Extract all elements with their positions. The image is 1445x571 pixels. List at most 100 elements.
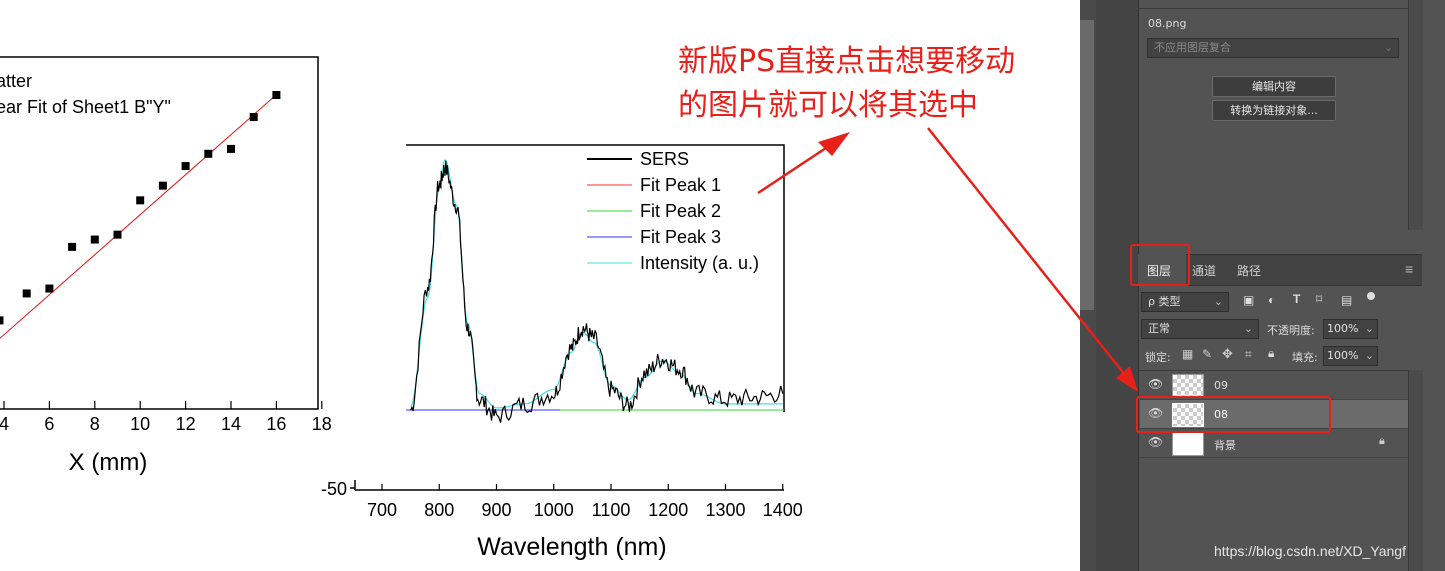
- document-canvas[interactable]: [0, 0, 1080, 571]
- scatter-point: [45, 284, 54, 293]
- scatter-point: [181, 162, 190, 171]
- fill-input[interactable]: 100% ⌄: [1323, 346, 1378, 366]
- layer-name[interactable]: 09: [1214, 379, 1228, 392]
- smart-object-filter-icon[interactable]: ▤: [1341, 293, 1353, 307]
- fill-label: 填充:: [1292, 351, 1318, 364]
- x-tick-label: 1100: [592, 500, 631, 520]
- layer-filter-value: ρ 类型: [1148, 295, 1181, 308]
- lock-pixels-icon[interactable]: ✎: [1202, 347, 1213, 361]
- layer-row-background[interactable]: 👁︎ 背景 🔒︎: [1140, 429, 1408, 458]
- scatter-point: [136, 196, 145, 205]
- type-filter-icon[interactable]: T: [1293, 292, 1301, 306]
- legend-label: SERS: [640, 149, 689, 169]
- arrow-to-chart: [757, 142, 833, 195]
- layer-name[interactable]: 背景: [1214, 439, 1236, 452]
- layer-row-09[interactable]: 👁︎ 09: [1140, 371, 1408, 400]
- annotation-line-2: 的图片就可以将其选中: [678, 88, 978, 123]
- x-tick-label: 1000: [534, 500, 574, 520]
- highlight-layer-08: [1136, 396, 1331, 433]
- opacity-value: 100%: [1327, 322, 1359, 335]
- right-y-tick-label: -50: [321, 479, 347, 499]
- properties-top-divider: [1138, 0, 1408, 9]
- plot-area: 4 6 8 10 12 14 16 18 atter ear Fit of Sheet1 B"…: [0, 56, 850, 561]
- lock-label: 锁定:: [1145, 351, 1171, 364]
- left-legend-fit: ear Fit of Sheet1 B"Y": [0, 97, 171, 117]
- lock-icon: 🔒︎: [1379, 435, 1385, 447]
- layer-name[interactable]: 08: [1214, 408, 1228, 421]
- blend-mode-value: 正常: [1148, 322, 1170, 335]
- visibility-eye-icon[interactable]: 👁︎: [1148, 406, 1164, 420]
- edit-contents-button[interactable]: 编辑内容: [1212, 76, 1336, 97]
- x-tick-label: 900: [481, 500, 511, 520]
- arrow-head-chart: [818, 132, 850, 156]
- arrow-to-layer: [927, 127, 1126, 376]
- chevron-down-icon: ⌄: [1243, 322, 1253, 335]
- scatter-point: [158, 181, 167, 190]
- x-tick-label: 1200: [648, 500, 688, 520]
- x-tick-label: 18: [312, 414, 332, 434]
- left-legend-scatter: atter: [0, 71, 32, 91]
- scatter-point: [249, 113, 258, 122]
- chevron-down-icon: ⌄: [1213, 295, 1223, 308]
- lock-position-icon[interactable]: ✥: [1222, 346, 1233, 361]
- lock-artboard-icon[interactable]: ⌗: [1245, 347, 1252, 361]
- right-chart-frame: [406, 144, 785, 412]
- visibility-eye-icon[interactable]: 👁︎: [1148, 377, 1164, 391]
- shape-filter-icon[interactable]: ⌑: [1316, 292, 1323, 306]
- layer-thumbnail: [1172, 403, 1204, 427]
- legend-label: Intensity (a. u.): [640, 253, 759, 273]
- x-tick-label: 10: [130, 414, 150, 434]
- layers-scrollbar[interactable]: [1408, 370, 1423, 571]
- scatter-point: [227, 144, 235, 153]
- pixel-filter-icon[interactable]: ▣: [1243, 293, 1255, 307]
- layers-list-divider: [1138, 370, 1408, 371]
- sers-curve: [410, 160, 784, 423]
- x-tick-label: 700: [367, 500, 397, 520]
- tab-layers[interactable]: 图层: [1147, 264, 1172, 278]
- legend-label: Fit Peak 1: [640, 175, 721, 195]
- layer-filter-select[interactable]: ρ 类型 ⌄: [1141, 292, 1229, 312]
- layer-row-08[interactable]: 👁︎ 08: [1140, 400, 1408, 429]
- filter-toggle-icon[interactable]: [1367, 292, 1375, 300]
- tab-channels[interactable]: 通道: [1192, 264, 1217, 278]
- watermark-text: https://blog.csdn.net/XD_Yangf: [1214, 543, 1406, 559]
- scatter-point: [90, 235, 99, 244]
- adjustment-filter-icon[interactable]: ◐: [1268, 293, 1276, 307]
- x-tick-label: 16: [266, 414, 286, 434]
- left-chart: 4 6 8 10 12 14 16 18 atter ear Fit of Sheet1 B"…: [0, 56, 332, 476]
- blend-mode-select[interactable]: 正常 ⌄: [1141, 319, 1259, 339]
- arrow-head-layer: [1116, 366, 1138, 392]
- x-tick-label: 8: [90, 414, 100, 434]
- right-x-axis-label: Wavelength (nm): [477, 533, 666, 561]
- scatter-point: [22, 289, 31, 298]
- x-tick-label: 6: [44, 414, 54, 434]
- visibility-eye-icon[interactable]: 👁︎: [1148, 435, 1164, 449]
- x-tick-label: 1300: [705, 500, 745, 520]
- highlight-layers-tab: [1130, 244, 1190, 286]
- dock-scrollbar[interactable]: [1080, 20, 1094, 310]
- layer-comp-select[interactable]: 不应用图层复合 ⌄: [1147, 38, 1399, 58]
- linear-fit-line: [0, 94, 277, 339]
- intensity-curve: [410, 159, 783, 409]
- lock-transparent-icon[interactable]: ▦: [1182, 347, 1194, 361]
- panel-menu-icon[interactable]: ≡: [1405, 261, 1414, 277]
- chevron-down-icon: ⌄: [1364, 322, 1374, 335]
- lock-all-icon[interactable]: 🔒︎: [1268, 346, 1275, 360]
- x-tick-label: 4: [0, 414, 9, 434]
- layer-comp-select-value: 不应用图层复合: [1154, 41, 1231, 54]
- convert-to-linked-button[interactable]: 转换为链接对象...: [1212, 100, 1336, 121]
- scatter-point: [272, 91, 281, 99]
- properties-scrollbar[interactable]: [1408, 0, 1423, 230]
- opacity-label: 不透明度:: [1267, 324, 1315, 337]
- legend-label: Fit Peak 3: [640, 227, 721, 247]
- opacity-input[interactable]: 100% ⌄: [1323, 319, 1378, 339]
- tab-paths[interactable]: 路径: [1237, 264, 1262, 278]
- scatter-point: [0, 316, 4, 325]
- tab-layers-bg: [1138, 254, 1186, 284]
- left-chart-frame: [0, 56, 319, 410]
- annotation-line-1: 新版PS直接点击想要移动: [678, 44, 1016, 79]
- scatter-point: [113, 230, 122, 239]
- scatter-point: [68, 242, 77, 251]
- chevron-down-icon: ⌄: [1364, 349, 1374, 362]
